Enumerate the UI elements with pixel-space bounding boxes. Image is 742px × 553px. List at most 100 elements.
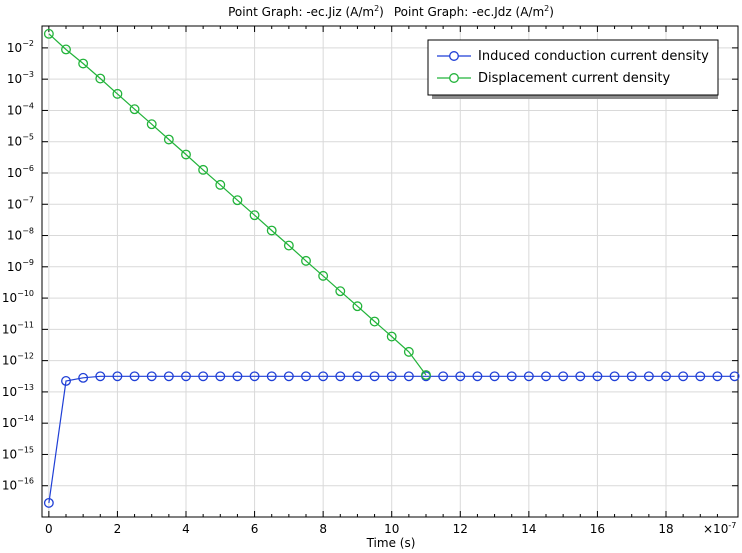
series-2-marker (112, 88, 123, 99)
x-tick-label: 6 (251, 522, 259, 536)
series-1-marker (609, 371, 620, 382)
y-tick-label: 10−4 (7, 101, 34, 117)
y-tick-label: 10−13 (2, 383, 34, 399)
x-axis-title: Time (s) (366, 536, 416, 550)
series-1-marker (198, 371, 209, 382)
series-2-marker (232, 195, 243, 206)
legend-label: Induced conduction current density (478, 49, 709, 64)
series-2-marker (78, 58, 89, 69)
series-1-marker (112, 371, 123, 382)
series-1-marker (455, 371, 466, 382)
series-1-marker (335, 371, 346, 382)
series-2-marker (421, 370, 431, 380)
series-2-line (48, 33, 427, 376)
x-tick-label: 10 (384, 522, 399, 536)
series-1-marker (575, 371, 586, 382)
legend-box (427, 39, 719, 96)
x-tick-label: 18 (658, 522, 673, 536)
chart-title: Point Graph: -ec.Jiz (A/m2) Point Graph: … (228, 4, 554, 19)
series-2-marker (318, 270, 329, 281)
legend: Induced conduction current density Displa… (427, 39, 719, 99)
title-part-1-suffix: ) (379, 5, 384, 19)
series-1-marker (61, 376, 71, 386)
series-2-marker (198, 164, 209, 175)
x-tick-label: 0 (45, 522, 53, 536)
series-2-marker (163, 134, 174, 145)
plot-area-frame (41, 25, 739, 518)
series-2-marker (352, 301, 363, 312)
legend-marker (449, 73, 459, 83)
y-tick-label: 10−8 (7, 227, 34, 243)
series-1-marker (249, 371, 260, 382)
series-1-marker (523, 371, 534, 382)
series-2-marker (43, 28, 54, 39)
tick-labels: 0 2 4 6 8 10 12 14 16 18 10−16 10−15 10−14 10−13 10−12… (2, 39, 674, 536)
series-2-marker (335, 286, 346, 297)
y-tick-label: 10−10 (2, 289, 34, 305)
y-tick-label: 10−5 (7, 133, 34, 149)
series-2-marker (146, 119, 157, 130)
series-1-marker (403, 371, 414, 382)
series-1-marker (626, 371, 637, 382)
series-2-marker (301, 255, 311, 266)
series-layer (43, 28, 740, 508)
x-tick-label: 2 (114, 522, 122, 536)
title-part-2-suffix: ) (549, 5, 554, 19)
series-1-marker (438, 371, 449, 382)
series-1-marker (695, 371, 706, 382)
series-2-marker (369, 316, 380, 327)
series-1-marker (729, 371, 740, 382)
series-2-marker (95, 73, 106, 84)
grid (42, 26, 738, 517)
series-1-marker (301, 371, 311, 382)
series-1-marker (489, 371, 500, 382)
series-1-marker (232, 371, 243, 382)
series-1-marker (386, 371, 397, 382)
series-2-marker (403, 346, 414, 357)
series-1-marker (712, 371, 723, 382)
series-2-marker (215, 179, 226, 190)
series-1-marker (369, 371, 380, 382)
series-1-marker (678, 371, 689, 382)
y-tick-label: 10−16 (2, 477, 34, 493)
series-2-marker (283, 240, 294, 251)
series-1-marker (661, 371, 671, 382)
x-multiplier-base: ×10 (703, 522, 728, 536)
series-1-marker (215, 371, 226, 382)
series-2-marker (266, 225, 277, 236)
series-1-marker (541, 371, 551, 382)
series-1-marker (318, 371, 329, 382)
series-2-marker (249, 210, 260, 221)
title-part-2-prefix: Point Graph: -ec.Jdz (A/m (394, 5, 544, 19)
series-1-marker (43, 497, 54, 508)
x-tick-label: 8 (319, 522, 327, 536)
series-1-marker (558, 371, 569, 382)
tick-marks (42, 26, 738, 517)
x-tick-label: 16 (590, 522, 605, 536)
series-2-marker (386, 331, 397, 342)
y-tick-label: 10−15 (2, 445, 34, 461)
series-2-marker (181, 149, 191, 160)
series-1-marker (95, 371, 106, 382)
series-1-marker (592, 371, 603, 382)
series-1-line (48, 375, 735, 503)
y-tick-label: 10−7 (7, 195, 34, 211)
x-multiplier-exp: -7 (728, 521, 736, 530)
title-part-2-sup: 2 (544, 4, 549, 13)
y-tick-label: 10−14 (2, 414, 34, 430)
series-1-marker (352, 371, 363, 382)
series-1-marker (146, 371, 157, 382)
title-part-1-sup: 2 (374, 4, 379, 13)
y-tick-label: 10−2 (7, 39, 34, 55)
series-2-marker (129, 104, 140, 115)
series-1-marker (78, 372, 89, 383)
legend-label: Displacement current density (478, 71, 671, 86)
y-tick-label: 10−12 (2, 352, 34, 368)
series-1-marker (266, 371, 277, 382)
series-1-marker (506, 371, 517, 382)
series-1-marker (181, 371, 191, 382)
series-1-marker (643, 371, 654, 382)
series-1-marker (472, 371, 483, 382)
legend-entries: Induced conduction current density Displa… (437, 49, 709, 86)
